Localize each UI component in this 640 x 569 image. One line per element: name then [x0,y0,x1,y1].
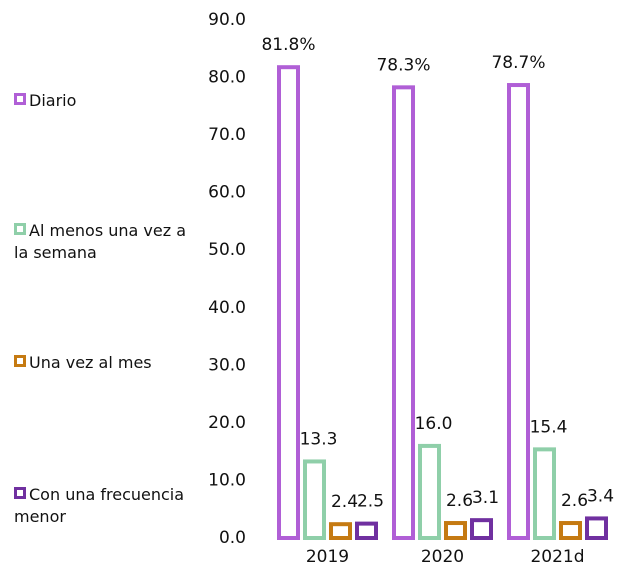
data-label: 2.4 [331,492,358,512]
data-label: 78.7% [491,53,545,73]
data-label: 2.5 [357,492,384,512]
bar [418,443,441,540]
legend-label: Diario [29,91,77,110]
legend-label: Una vez al mes [29,353,152,372]
legend-item: Diario [14,90,204,112]
x-tick-label: 2020 [421,547,464,567]
data-label: 3.1 [472,488,499,508]
data-label: 13.3 [300,429,338,449]
y-tick-label: 40.0 [208,298,246,318]
data-label: 16.0 [415,414,453,434]
data-label: 81.8% [261,35,315,55]
bar [444,521,467,541]
bar [329,522,352,540]
legend-swatch [14,487,26,499]
y-tick-label: 50.0 [208,240,246,260]
legend-item: Una vez al mes [14,352,204,374]
bar [392,85,415,540]
bar [303,459,326,540]
legend-swatch [14,355,26,367]
data-label: 2.6 [446,491,473,511]
legend-swatch [14,223,26,235]
y-tick-label: 10.0 [208,470,246,490]
data-label: 2.6 [561,491,588,511]
bar [277,65,300,540]
bar [559,521,582,541]
y-tick-label: 0.0 [219,528,246,548]
legend-label: Con una frecuencia menor [14,485,185,526]
data-label: 3.4 [587,486,614,506]
y-tick-label: 60.0 [208,183,246,203]
legend-label: Al menos una vez a la semana [14,221,187,262]
bar [533,447,556,540]
legend-swatch [14,93,26,105]
bar [355,521,378,540]
y-tick-label: 20.0 [208,413,246,433]
y-tick-label: 30.0 [208,355,246,375]
bar [585,516,608,540]
bar [507,83,530,540]
legend-item: Al menos una vez a la semana [14,220,204,264]
y-tick-label: 70.0 [208,125,246,145]
data-label: 15.4 [530,417,568,437]
x-tick-label: 2021d [530,547,584,567]
bar [470,518,493,540]
data-label: 78.3% [376,55,430,75]
y-tick-label: 80.0 [208,68,246,88]
y-tick-label: 90.0 [208,10,246,30]
x-tick-label: 2019 [306,547,349,567]
legend-item: Con una frecuencia menor [14,484,204,528]
